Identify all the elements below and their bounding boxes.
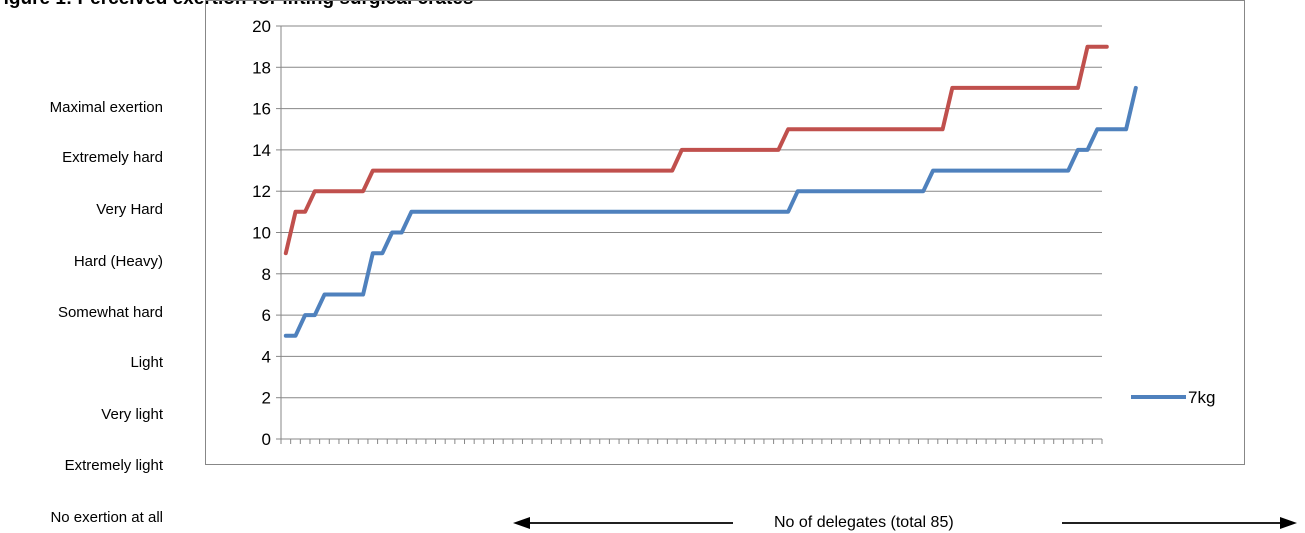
y-tick-label: 0 xyxy=(262,430,271,449)
series-line-series-2 xyxy=(283,44,1109,256)
y-tick-label: 2 xyxy=(262,389,271,408)
y-tick-label: 4 xyxy=(262,347,271,366)
scale-label-maximal: Maximal exertion xyxy=(49,99,163,116)
scale-label-extremely-hard: Extremely hard xyxy=(62,149,163,166)
scale-label-very-hard: Very Hard xyxy=(96,201,163,218)
figure-title: Figure 1: Perceived exertion for lifting… xyxy=(0,0,474,10)
y-tick-label: 20 xyxy=(252,17,271,36)
scale-label-very-light: Very light xyxy=(101,406,163,423)
y-tick-label: 10 xyxy=(252,224,271,243)
scale-label-no-exertion: No exertion at all xyxy=(50,509,163,526)
y-tick-label: 16 xyxy=(252,100,271,119)
y-tick-label: 14 xyxy=(252,141,271,160)
legend-label: 7kg xyxy=(1188,388,1215,407)
scale-label-extremely-light: Extremely light xyxy=(64,457,163,474)
left-arrow-icon xyxy=(513,517,733,529)
chart-frame xyxy=(205,0,1245,465)
series-line-7kg xyxy=(283,85,1138,338)
right-arrow-icon xyxy=(1062,517,1297,529)
y-tick-label: 6 xyxy=(262,306,271,325)
x-axis-caption: No of delegates (total 85) xyxy=(774,514,954,531)
x-caption-arrows xyxy=(513,517,1297,529)
y-tick-label: 18 xyxy=(252,58,271,77)
y-tick-label: 8 xyxy=(262,265,271,284)
scale-label-light: Light xyxy=(130,354,163,371)
scale-label-somewhat-hard: Somewhat hard xyxy=(57,304,163,321)
y-tick-label: 12 xyxy=(252,182,271,201)
scale-label-hard: Hard (Heavy) xyxy=(73,253,163,270)
